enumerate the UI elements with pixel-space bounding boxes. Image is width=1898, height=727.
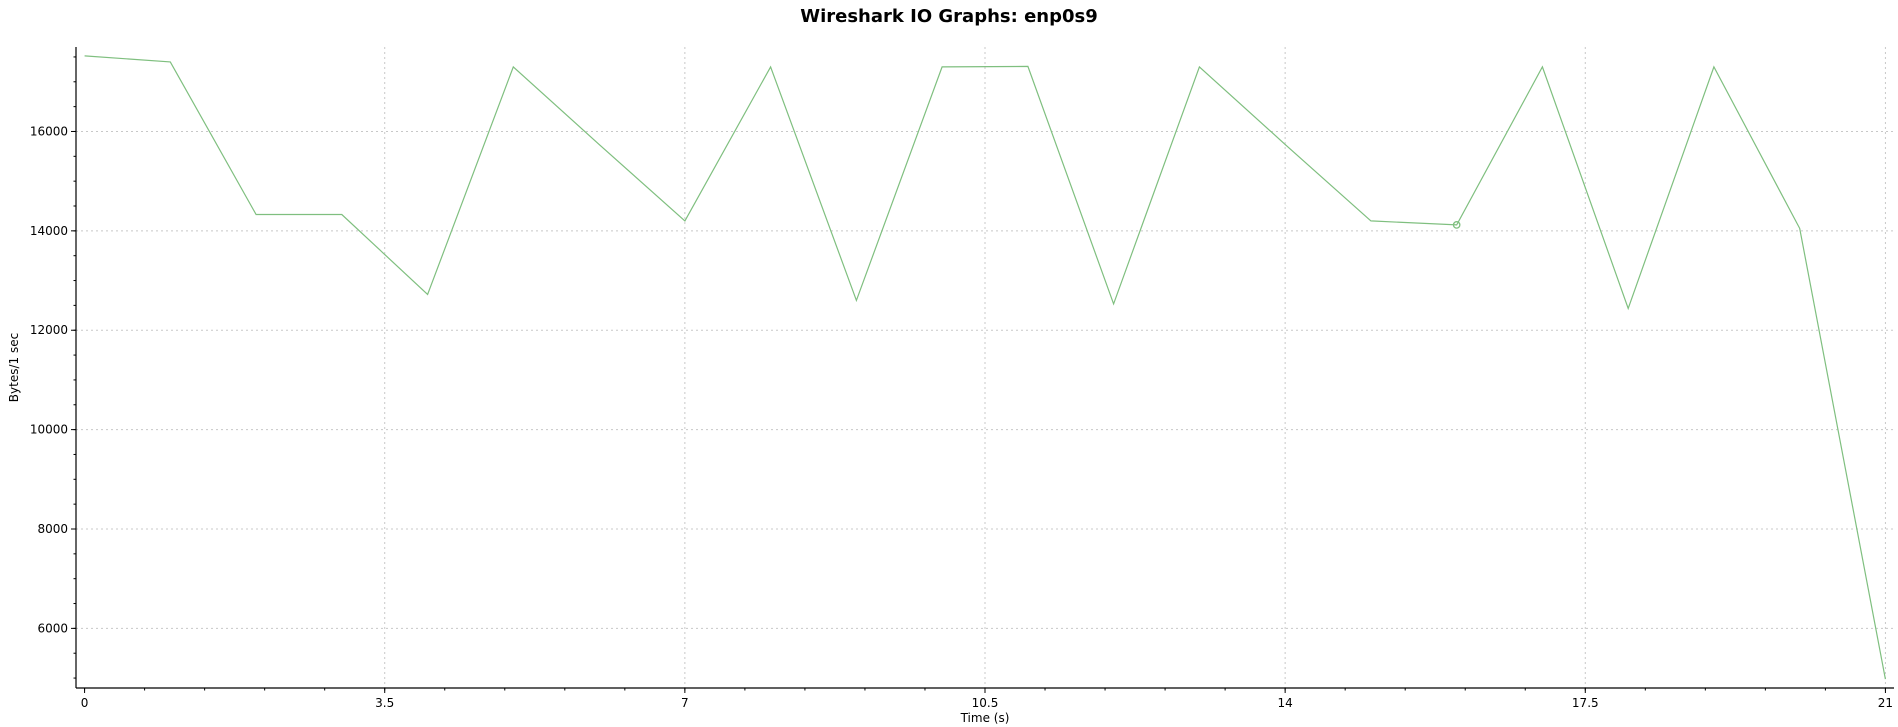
- x-tick-label: 0: [81, 696, 89, 710]
- y-tick-label: 14000: [30, 224, 68, 238]
- x-tick-label: 10.5: [972, 696, 999, 710]
- x-tick-label: 21: [1878, 696, 1893, 710]
- series-layer: [84, 55, 1886, 680]
- series-line: [84, 55, 1886, 680]
- x-tick-label: 3.5: [375, 696, 394, 710]
- x-axis-label: Time (s): [960, 711, 1010, 725]
- grid-layer: [76, 47, 1894, 688]
- chart-title: Wireshark IO Graphs: enp0s9: [800, 6, 1098, 27]
- highlighted-data-point[interactable]: [1452, 221, 1461, 229]
- y-tick-label: 6000: [37, 621, 68, 635]
- y-axis-label: Bytes/1 sec: [7, 333, 21, 402]
- x-tick-label: 7: [681, 696, 689, 710]
- y-tick-label: 10000: [30, 423, 68, 437]
- x-tick-label: 14: [1278, 696, 1293, 710]
- ticks-layer: 0 3.5 7 10.5 14 17.5 21 6000 8000 10000 12000 14000…: [30, 56, 1893, 710]
- x-tick-label: 17.5: [1572, 696, 1599, 710]
- y-tick-label: 16000: [30, 124, 68, 138]
- y-tick-label: 8000: [37, 522, 68, 536]
- y-tick-label: 12000: [30, 323, 68, 337]
